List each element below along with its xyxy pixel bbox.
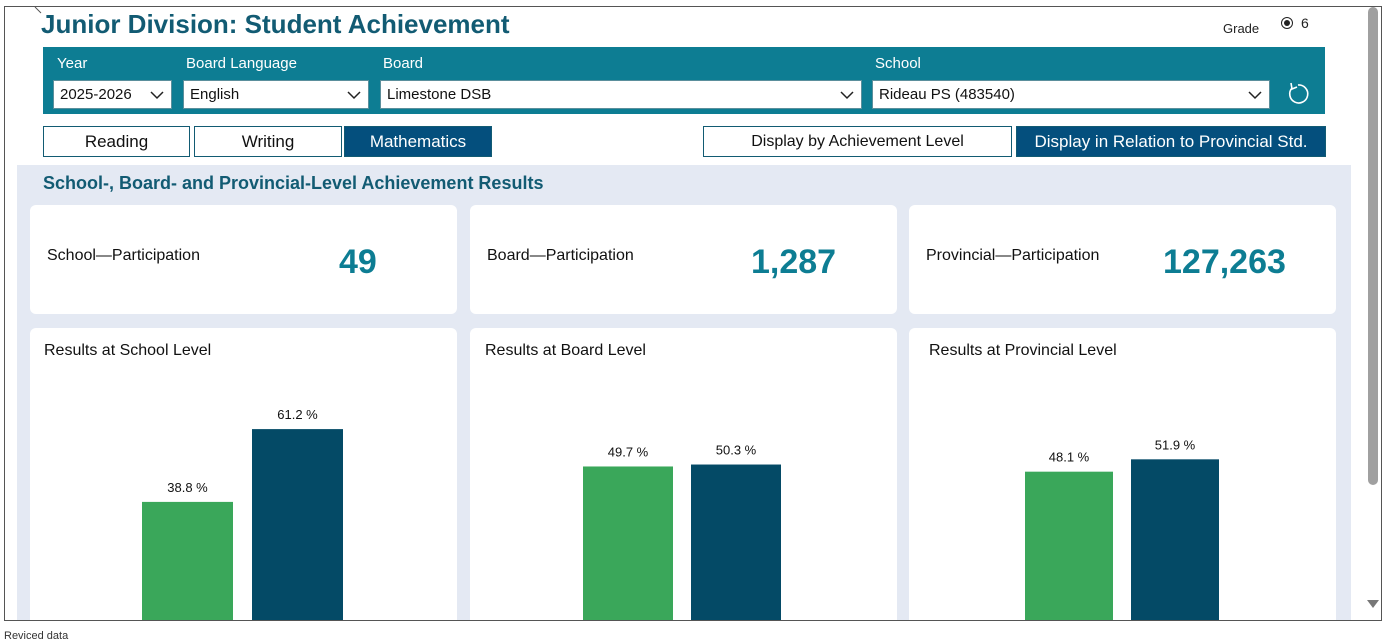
- school-results-card: Results at School Level 38.8 % 61.2 %: [30, 328, 457, 621]
- school-participation-value: 49: [339, 243, 377, 281]
- board-results-chart: 49.7 % 50.3 %: [583, 443, 781, 621]
- chevron-down-icon: [150, 90, 164, 99]
- board-label: Board: [383, 55, 424, 72]
- board-results-card: Results at Board Level 49.7 % 50.3 %: [470, 328, 897, 621]
- school-participation-label: School—Participation: [47, 247, 200, 264]
- school-label: School: [875, 55, 921, 72]
- year-value: 2025-2026: [60, 86, 132, 103]
- display-by-achievement-level-button[interactable]: Display by Achievement Level: [703, 126, 1012, 157]
- school-select[interactable]: Rideau PS (483540): [872, 80, 1270, 109]
- board-participation-card: Board—Participation 1,287: [470, 205, 897, 314]
- provincial-results-chart: 48.1 % 51.9 %: [1025, 437, 1219, 621]
- year-label: Year: [57, 55, 88, 72]
- scroll-down-arrow-icon[interactable]: [1367, 600, 1379, 608]
- page-title: Junior Division: Student Achievement: [41, 9, 510, 39]
- bar-data-label: 38.8 %: [167, 480, 208, 495]
- bar-at-or-above-standard[interactable]: [691, 464, 781, 621]
- bar-data-label: 51.9 %: [1155, 437, 1196, 452]
- chevron-down-icon: [840, 90, 854, 99]
- grade-value: 6: [1301, 15, 1309, 31]
- provincial-results-title: Results at Provincial Level: [929, 342, 1117, 359]
- corner-mark: [34, 7, 42, 14]
- chevron-down-icon: [347, 90, 361, 99]
- bar-at-or-above-standard[interactable]: [252, 429, 343, 621]
- board-select[interactable]: Limestone DSB: [380, 80, 862, 109]
- school-results-title: Results at School Level: [44, 342, 212, 359]
- bar-data-label: 50.3 %: [716, 443, 757, 458]
- vertical-scrollbar[interactable]: [1364, 7, 1381, 620]
- tab-reading[interactable]: Reading: [43, 126, 190, 157]
- board-participation-label: Board—Participation: [487, 247, 634, 264]
- provincial-results-card: Results at Provincial Level 48.1 % 51.9 %: [909, 328, 1336, 621]
- grade-label: Grade: [1223, 21, 1260, 36]
- bar-data-label: 49.7 %: [608, 444, 649, 459]
- footer-text: Reviced data: [4, 630, 69, 642]
- tab-writing[interactable]: Writing: [194, 126, 342, 157]
- school-results-chart: 38.8 % 61.2 %: [142, 407, 343, 621]
- tab-mathematics[interactable]: Mathematics: [344, 126, 492, 157]
- filter-bar: Year 2025-2026 Board Language English Bo…: [43, 47, 1325, 114]
- bar-data-label: 48.1 %: [1049, 450, 1090, 465]
- board-participation-value: 1,287: [751, 243, 837, 281]
- bar-data-label: 61.2 %: [277, 407, 318, 422]
- provincial-participation-card: Provincial—Participation 127,263: [909, 205, 1336, 314]
- board-results-title: Results at Board Level: [485, 342, 646, 359]
- reset-icon[interactable]: [1283, 79, 1313, 109]
- section-title: School-, Board- and Provincial-Level Ach…: [43, 173, 544, 193]
- provincial-participation-label: Provincial—Participation: [926, 247, 1100, 264]
- school-value: Rideau PS (483540): [879, 86, 1015, 103]
- board-value: Limestone DSB: [387, 86, 492, 103]
- dashboard-window: Junior Division: Student Achievement Gra…: [4, 6, 1382, 621]
- bar-below-standard[interactable]: [1025, 471, 1113, 621]
- board-language-label: Board Language: [186, 55, 297, 72]
- display-provincial-std-button[interactable]: Display in Relation to Provincial Std.: [1016, 126, 1326, 157]
- board-language-select[interactable]: English: [183, 80, 369, 109]
- bar-below-standard[interactable]: [142, 501, 233, 621]
- grade-radio-6[interactable]: 6: [1281, 15, 1309, 31]
- board-language-value: English: [190, 86, 240, 103]
- scrollbar-thumb[interactable]: [1368, 7, 1378, 485]
- bar-at-or-above-standard[interactable]: [1131, 459, 1219, 621]
- year-select[interactable]: 2025-2026: [53, 80, 172, 109]
- results-panel: School-, Board- and Provincial-Level Ach…: [17, 165, 1351, 621]
- bar-below-standard[interactable]: [583, 466, 673, 621]
- provincial-participation-value: 127,263: [1163, 243, 1286, 281]
- radio-selected-icon: [1281, 17, 1293, 29]
- chevron-down-icon: [1248, 90, 1262, 99]
- school-participation-card: School—Participation 49: [30, 205, 457, 314]
